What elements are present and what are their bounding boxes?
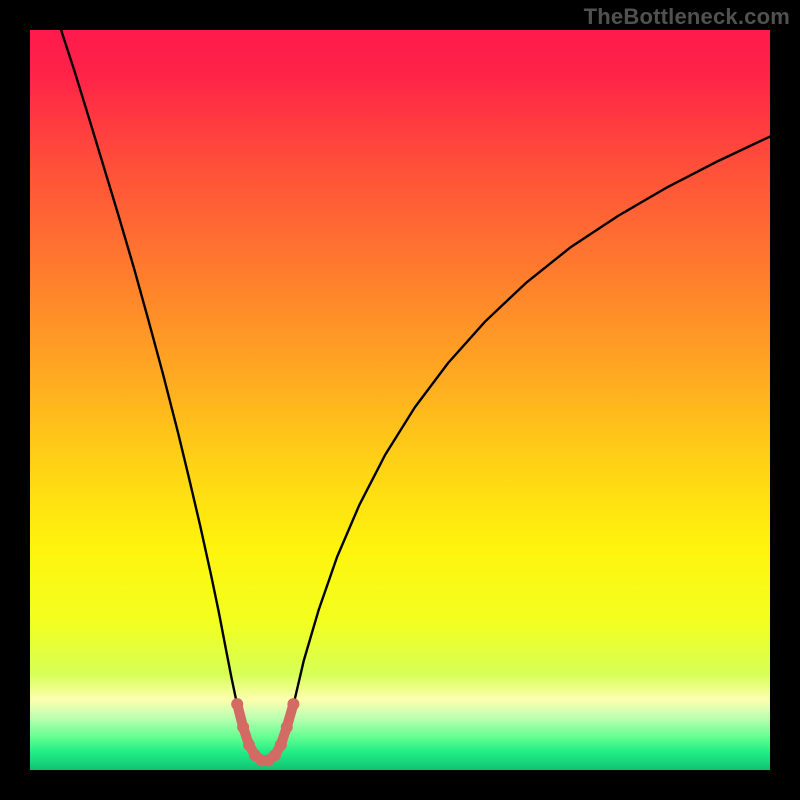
valley-marker: [287, 698, 299, 710]
valley-marker: [269, 749, 281, 761]
valley-marker: [275, 739, 287, 751]
chart-svg: [0, 0, 800, 800]
valley-marker: [281, 721, 293, 733]
chart-container: TheBottleneck.com: [0, 0, 800, 800]
valley-marker: [231, 698, 243, 710]
watermark-text: TheBottleneck.com: [584, 4, 790, 30]
plot-background: [30, 30, 770, 770]
valley-marker: [237, 721, 249, 733]
valley-marker: [243, 739, 255, 751]
